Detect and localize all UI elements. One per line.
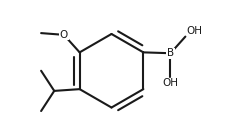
- Text: OH: OH: [162, 78, 178, 88]
- Text: OH: OH: [185, 26, 201, 36]
- Text: O: O: [60, 30, 68, 40]
- Text: B: B: [166, 48, 173, 58]
